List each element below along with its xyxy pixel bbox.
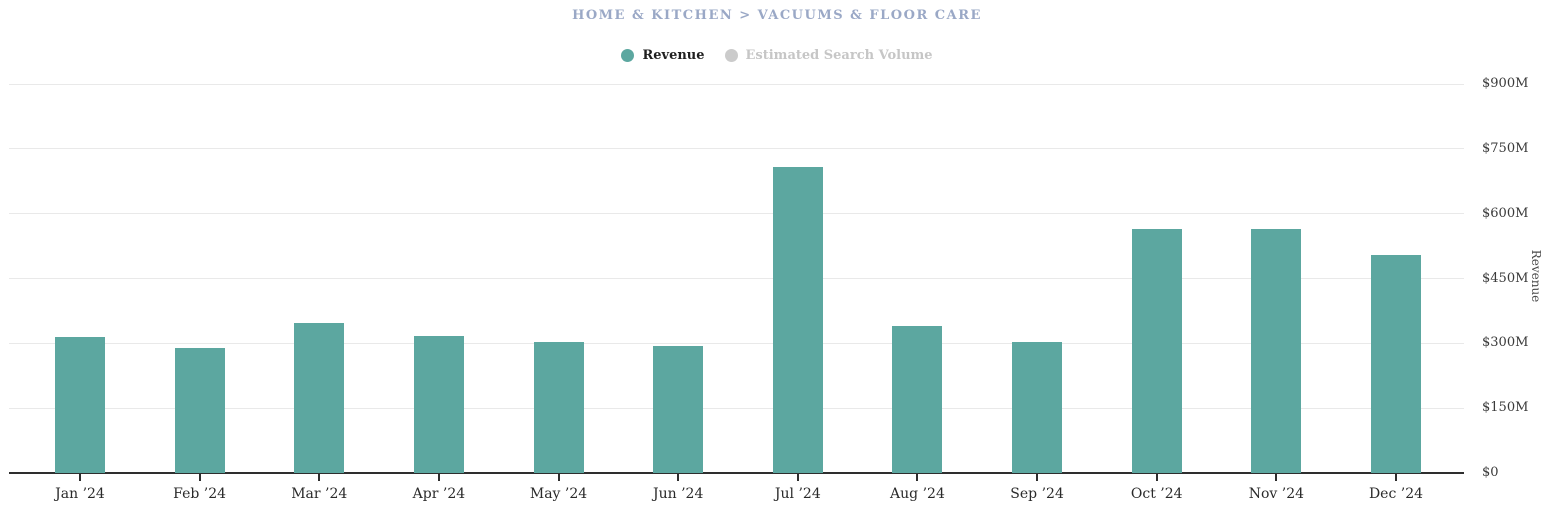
x-axis-label-jun-24: Jun ’24 [652,486,704,502]
x-axis-label-mar-24: Mar ’24 [291,486,348,502]
x-axis-tick [1036,473,1039,481]
gridline [9,148,1464,150]
y-axis-tick-label: $300M [1482,335,1529,351]
x-axis-tick [1155,473,1158,481]
x-axis-tick [318,473,321,481]
x-axis-tick [437,473,440,481]
gridline [9,278,1464,279]
legend-item-revenue[interactable]: Revenue [621,48,705,63]
bar-jan-24[interactable] [55,337,105,473]
x-axis-label-dec-24: Dec ’24 [1368,486,1424,502]
x-axis-tick [796,473,799,481]
bar-oct-24[interactable] [1131,229,1182,473]
x-axis-label-apr-24: Apr ’24 [412,486,466,502]
y-axis-tick-label: $900M [1482,76,1529,91]
x-axis-label-feb-24: Feb ’24 [173,486,227,502]
bar-mar-24[interactable] [294,323,345,473]
bar-may-24[interactable] [533,341,584,473]
x-axis-tick [198,473,201,481]
bar-aug-24[interactable] [892,326,943,473]
x-axis-tick [1395,473,1397,481]
breadcrumb-title: HOME & KITCHEN > VACUUMS & FLOOR CARE [572,8,982,23]
bar-jun-24[interactable] [653,346,704,473]
gridline [9,407,1464,409]
x-axis-label-nov-24: Nov ’24 [1248,486,1305,502]
x-axis-label-jul-24: Jul ’24 [774,486,821,502]
gridline [9,342,1464,344]
search-volume-legend-dot-icon [724,49,738,62]
y-axis-title: Revenue [1529,249,1543,303]
revenue-legend-dot-icon [621,49,635,62]
x-axis-tick [1275,473,1278,481]
y-axis-tick-label: $600M [1482,205,1529,221]
x-axis-label-sep-24: Sep ’24 [1010,486,1064,502]
legend: Revenue Estimated Search Volume [0,48,1554,63]
x-axis-label-oct-24: Oct ’24 [1130,486,1183,502]
bar-feb-24[interactable] [174,347,225,473]
bar-jul-24[interactable] [772,167,823,473]
x-axis-tick [916,473,919,481]
bar-sep-24[interactable] [1012,342,1063,473]
gridline [9,83,1464,85]
y-axis-tick-label: $750M [1482,140,1529,156]
legend-label-estimated-search-volume: Estimated Search Volume [745,48,933,63]
x-axis-tick [79,473,81,481]
legend-item-estimated-search-volume[interactable]: Estimated Search Volume [724,48,933,63]
y-axis-tick-label: $150M [1482,400,1529,416]
x-axis-line [9,472,1464,474]
bar-apr-24[interactable] [413,335,464,473]
legend-label-revenue: Revenue [642,48,705,63]
x-axis-tick [677,473,680,481]
x-axis-label-may-24: May ’24 [529,486,588,502]
y-axis-tick-label: $450M [1482,270,1529,286]
y-axis-tick-label: $0 [1482,465,1499,480]
bar-dec-24[interactable] [1371,255,1421,473]
x-axis-label-jan-24: Jan ’24 [55,486,105,502]
plot-area: Jan ’24 Feb ’24 Mar ’24 Apr ’24 May ’24 Jun ’… [9,83,1464,502]
x-axis-label-aug-24: Aug ’24 [890,486,945,502]
bar-nov-24[interactable] [1251,229,1302,473]
x-axis-tick [557,473,560,481]
gridline [9,213,1464,215]
